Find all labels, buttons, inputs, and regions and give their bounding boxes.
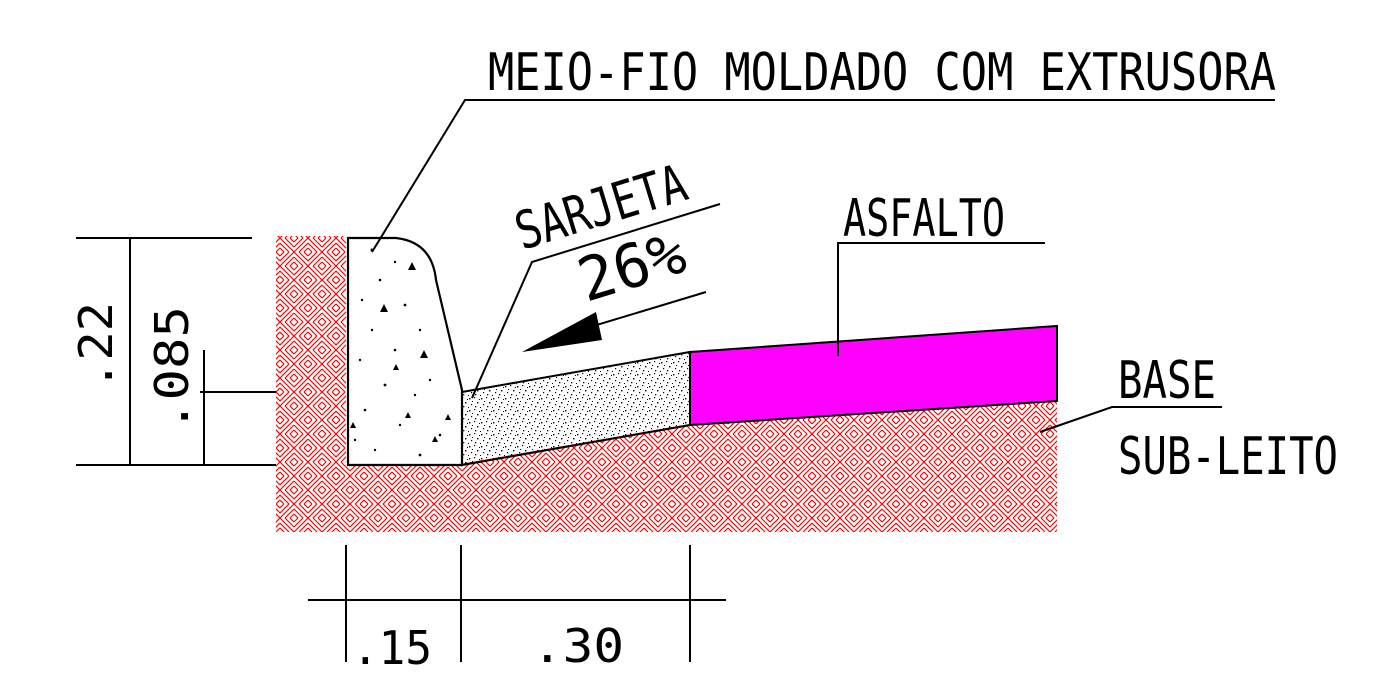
horizontal-dimensions	[308, 545, 726, 662]
base-label: BASE	[1118, 351, 1216, 411]
asphalt-layer	[689, 324, 1058, 427]
curb-label: MEIO-FIO MOLDADO COM EXTRUSORA	[488, 43, 1276, 103]
base-leader	[1039, 406, 1222, 433]
asphalt-leader	[837, 242, 1045, 356]
slope-arrowhead	[522, 312, 602, 352]
subgrade-hatch	[276, 236, 1057, 532]
asphalt-label: ASFALTO	[843, 189, 1005, 249]
curb-body	[346, 236, 464, 467]
subgrade-label: SUB-LEITO	[1118, 427, 1338, 487]
slope-arrow-line	[579, 291, 707, 331]
height-gutter-dim: .085	[145, 306, 199, 432]
width-curb-dim: .15	[352, 621, 432, 675]
vertical-dimensions	[76, 237, 276, 466]
curb-aggregate	[350, 248, 451, 457]
gutter-leader	[471, 203, 721, 399]
curb-leader	[371, 99, 1275, 253]
height-total-dim: .22	[69, 302, 123, 390]
width-gutter-dim: .30	[532, 619, 624, 673]
